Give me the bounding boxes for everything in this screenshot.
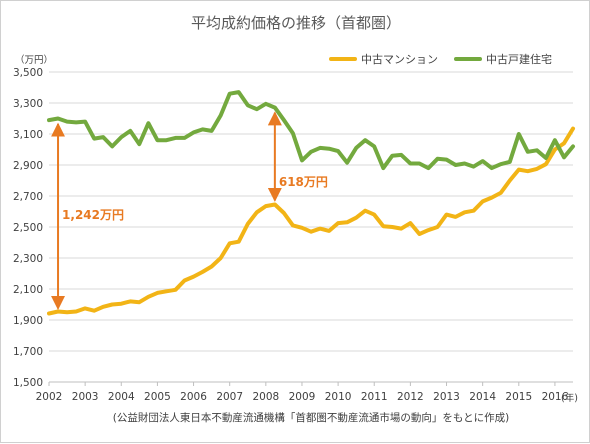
- x-tick-label: 2009: [289, 391, 316, 403]
- y-axis-unit: （万円）: [15, 54, 53, 66]
- y-tick-label: 2,700: [13, 191, 43, 203]
- y-tick-label: 3,500: [13, 67, 43, 79]
- x-tick-label: 2003: [72, 391, 99, 403]
- series-line-2: [47, 90, 575, 171]
- annotation-label: 1,242万円: [62, 208, 124, 222]
- y-tick-label: 3,100: [13, 129, 43, 141]
- y-tick-label: 2,900: [13, 160, 43, 172]
- y-tick-label: 2,500: [13, 222, 43, 234]
- y-tick-label: 1,700: [13, 346, 43, 358]
- x-tick-label: 2012: [397, 391, 424, 403]
- x-axis-unit: (年): [561, 392, 578, 404]
- x-tick-label: 2015: [505, 391, 532, 403]
- x-tick-label: 2004: [108, 391, 135, 403]
- x-tick-label: 2014: [469, 391, 496, 403]
- y-tick-label: 2,100: [13, 284, 43, 296]
- x-tick-label: 2010: [325, 391, 352, 403]
- source-note: (公益財団法人東日本不動産流通機構「首都圏不動産流通市場の動向」をもとに作成): [113, 411, 509, 424]
- legend-label: 中古戸建住宅: [486, 52, 552, 66]
- series-line-1: [47, 126, 575, 316]
- x-tick-label: 2007: [216, 391, 243, 403]
- y-tick-label: 1,900: [13, 315, 43, 327]
- chart-title: 平均成約価格の推移（首都圏）: [191, 14, 401, 32]
- y-tick-label: 1,500: [13, 377, 43, 389]
- annotation-label: 618万円: [279, 175, 328, 189]
- x-tick-label: 2011: [361, 391, 388, 403]
- x-tick-label: 2013: [433, 391, 460, 403]
- x-tick-label: 2006: [180, 391, 207, 403]
- x-tick-label: 2002: [36, 391, 63, 403]
- x-tick-label: 2005: [144, 391, 171, 403]
- x-tick-label: 2008: [252, 391, 279, 403]
- legend-label: 中古マンション: [361, 53, 438, 66]
- y-tick-label: 3,300: [13, 98, 43, 110]
- x-tick-label: 2016: [542, 391, 569, 403]
- y-tick-label: 2,300: [13, 253, 43, 265]
